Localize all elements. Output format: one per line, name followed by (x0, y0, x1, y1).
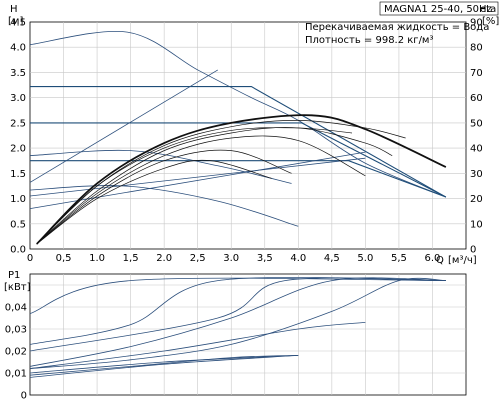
efficiency-curve (36, 127, 393, 245)
x-tick-label: 5,5 (391, 253, 407, 264)
power-curve (29, 277, 446, 369)
y-left-tick-label: 2.5 (10, 118, 26, 129)
y-right-tick-label: 90 (470, 18, 483, 29)
y-left-unit: [м] (8, 16, 23, 27)
power-curve (29, 277, 446, 314)
p1-grid (29, 273, 467, 396)
x-tick-label: 3.0 (223, 253, 239, 264)
head-curve (29, 69, 219, 183)
p1-tick-label: 0,02 (5, 347, 27, 358)
p1-tick-label: 0,03 (5, 325, 27, 336)
x-tick-label: 6.0 (425, 253, 441, 264)
p1-tick-label: 0 (21, 391, 27, 401)
x-tick-label: 1.0 (89, 253, 105, 264)
qh-grid (29, 21, 467, 250)
density-line: Плотность = 998.2 кг/м³ (305, 35, 434, 46)
x-unit: [м³/ч] (448, 255, 477, 266)
x-tick-label: 0 (27, 253, 33, 264)
chart-title: MAGNA1 25-40, 50Hz (384, 4, 492, 15)
power-curve (29, 322, 366, 369)
fluid-line: Перекачиваемая жидкость = Вода (305, 22, 489, 33)
p1-plot-frame (29, 273, 467, 396)
y-right-tick-label: 10 (470, 219, 483, 230)
tick-labels: 0 0,5 1.0 1,5 2.0 2,5 3.0 3,5 4.0 4,5 5.0 5,5 6.0 0.0… (5, 18, 483, 402)
efficiency-curve (36, 159, 272, 245)
head-curve (30, 160, 447, 198)
x-tick-label: 1,5 (123, 253, 139, 264)
efficiency-curve (36, 135, 366, 245)
x-tick-label: 5.0 (357, 253, 373, 264)
p1-label: P1 (8, 270, 20, 281)
y-left-tick-label: 3.0 (10, 93, 26, 104)
head-curve (30, 86, 447, 198)
power-curve (29, 355, 299, 376)
x-tick-label: 2.0 (156, 253, 172, 264)
power-curve (29, 277, 446, 352)
y-left-tick-label: 2.0 (10, 144, 26, 155)
y-right-tick-label: 40 (470, 144, 483, 155)
y-right-tick-label: 30 (470, 169, 483, 180)
y-right-unit: [%] (482, 16, 499, 27)
p1-unit: [кВт] (4, 282, 31, 293)
y-left-tick-label: 0.0 (10, 245, 26, 256)
efficiency-curve (36, 149, 292, 245)
head-curve (29, 151, 366, 210)
y-right-tick-label: 0 (470, 245, 476, 256)
head-curve (30, 122, 447, 198)
y-right-label: eta (480, 4, 496, 15)
y-left-tick-label: 1.0 (10, 194, 26, 205)
x-tick-label: 3,5 (257, 253, 273, 264)
y-right-tick-label: 60 (470, 93, 483, 104)
y-left-tick-label: 1.5 (10, 169, 26, 180)
title-box: MAGNA1 25-40, 50Hz (379, 1, 499, 16)
y-right-tick-label: 80 (470, 43, 483, 54)
efficiency-curve (36, 114, 447, 245)
power-curve (29, 355, 299, 378)
x-tick-label: 4,5 (324, 253, 340, 264)
y-left-tick-label: 0.5 (10, 219, 26, 230)
x-label: Q (436, 255, 444, 266)
y-right-tick-label: 70 (470, 68, 483, 79)
x-tick-label: 4.0 (290, 253, 306, 264)
x-tick-label: 0,5 (56, 253, 72, 264)
y-left-tick-label: 3.5 (10, 68, 26, 79)
y-right-tick-label: 50 (470, 118, 483, 129)
head-curve (29, 149, 292, 184)
head-curve (29, 157, 366, 197)
head-curve (29, 185, 299, 227)
power-curve (29, 276, 446, 345)
p1-tick-label: 0,04 (5, 303, 27, 314)
power-curve (29, 355, 299, 374)
p1-series (29, 276, 446, 378)
p1-tick-label: 0,01 (5, 369, 27, 380)
head-curve (29, 30, 447, 198)
qh-plot-frame (29, 21, 467, 250)
y-left-tick-label: 4.0 (10, 43, 26, 54)
power-curve (29, 277, 446, 367)
y-right-tick-label: 20 (470, 194, 483, 205)
qh-series (29, 30, 447, 245)
x-tick-label: 2,5 (190, 253, 206, 264)
y-left-tick-label: 4.5 (10, 18, 26, 29)
fluid-info: Перекачиваемая жидкость = Вода Плотность… (305, 22, 489, 46)
y-left-label: H (10, 4, 18, 15)
